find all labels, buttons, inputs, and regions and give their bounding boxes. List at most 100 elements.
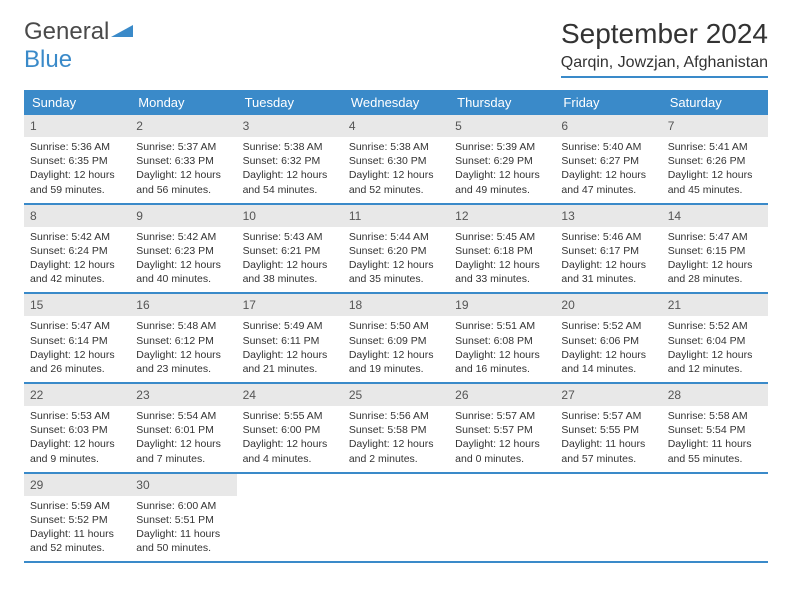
sunset-line: Sunset: 6:14 PM [30, 334, 124, 348]
day-body: Sunrise: 5:39 AMSunset: 6:29 PMDaylight:… [455, 140, 549, 197]
daylight-line: Daylight: 12 hours and 56 minutes. [136, 168, 230, 196]
day-number-bar: 24 [237, 384, 343, 406]
sunrise-line: Sunrise: 5:46 AM [561, 230, 655, 244]
daylight-line: Daylight: 12 hours and 2 minutes. [349, 437, 443, 465]
calendar-day: 2Sunrise: 5:37 AMSunset: 6:33 PMDaylight… [130, 115, 236, 203]
calendar-day: 1 Sunrise: 5:36 AMSunset: 6:35 PMDaylight… [24, 115, 130, 203]
day-number-bar: 25 [343, 384, 449, 406]
sunset-line: Sunset: 6:06 PM [561, 334, 655, 348]
day-number-bar: 1 [24, 115, 130, 137]
calendar-day: 23Sunrise: 5:54 AMSunset: 6:01 PMDayligh… [130, 384, 236, 472]
sunrise-line: Sunrise: 5:52 AM [561, 319, 655, 333]
sunset-line: Sunset: 6:20 PM [349, 244, 443, 258]
day-number-bar: 11 [343, 205, 449, 227]
day-body: Sunrise: 5:49 AMSunset: 6:11 PMDaylight:… [243, 319, 337, 376]
daylight-line: Daylight: 12 hours and 47 minutes. [561, 168, 655, 196]
day-number: 4 [349, 119, 356, 133]
daylight-line: Daylight: 12 hours and 16 minutes. [455, 348, 549, 376]
sunrise-line: Sunrise: 5:57 AM [455, 409, 549, 423]
day-number: 8 [30, 209, 37, 223]
day-number-bar: 18 [343, 294, 449, 316]
day-number: 15 [30, 298, 43, 312]
day-body: Sunrise: 5:42 AMSunset: 6:24 PMDaylight:… [30, 230, 124, 287]
calendar-day: 4Sunrise: 5:38 AMSunset: 6:30 PMDaylight… [343, 115, 449, 203]
calendar-day: 15 Sunrise: 5:47 AMSunset: 6:14 PMDayligh… [24, 294, 130, 382]
sunrise-line: Sunrise: 5:39 AM [455, 140, 549, 154]
day-number-bar: 29 [24, 474, 130, 496]
day-body: Sunrise: 5:48 AMSunset: 6:12 PMDaylight:… [136, 319, 230, 376]
day-number: 21 [668, 298, 681, 312]
daylight-line: Daylight: 12 hours and 45 minutes. [668, 168, 762, 196]
sunrise-line: Sunrise: 5:41 AM [668, 140, 762, 154]
sunset-line: Sunset: 6:32 PM [243, 154, 337, 168]
day-number: 24 [243, 388, 256, 402]
calendar-empty [555, 474, 661, 562]
day-number: 12 [455, 209, 468, 223]
day-body: Sunrise: 5:46 AMSunset: 6:17 PMDaylight:… [561, 230, 655, 287]
calendar-day: 30 Sunrise: 6:00 AMSunset: 5:51 PMDayligh… [130, 474, 236, 562]
brand-logo: General Blue [24, 18, 133, 74]
dow-friday: Friday [555, 90, 661, 115]
daylight-line: Daylight: 11 hours and 52 minutes. [30, 527, 124, 555]
day-number-bar: 30 [130, 474, 236, 496]
daylight-line: Daylight: 12 hours and 40 minutes. [136, 258, 230, 286]
calendar-day: 8 Sunrise: 5:42 AMSunset: 6:24 PMDaylight… [24, 205, 130, 293]
brand-word-2: Blue [24, 46, 72, 73]
dow-tuesday: Tuesday [237, 90, 343, 115]
day-body: Sunrise: 5:47 AMSunset: 6:15 PMDaylight:… [668, 230, 762, 287]
calendar-day: 10 Sunrise: 5:43 AMSunset: 6:21 PMDayligh… [237, 205, 343, 293]
day-body: Sunrise: 5:47 AMSunset: 6:14 PMDaylight:… [30, 319, 124, 376]
dow-header-row: Sunday Monday Tuesday Wednesday Thursday… [24, 90, 768, 115]
sunset-line: Sunset: 6:01 PM [136, 423, 230, 437]
sunset-line: Sunset: 5:51 PM [136, 513, 230, 527]
day-number-bar: 4 [343, 115, 449, 137]
day-number: 1 [30, 119, 37, 133]
sunset-line: Sunset: 6:24 PM [30, 244, 124, 258]
day-number: 9 [136, 209, 143, 223]
daylight-line: Daylight: 12 hours and 31 minutes. [561, 258, 655, 286]
calendar-day: 12Sunrise: 5:45 AMSunset: 6:18 PMDayligh… [449, 205, 555, 293]
day-number: 10 [243, 209, 256, 223]
sunrise-line: Sunrise: 6:00 AM [136, 499, 230, 513]
day-number-bar: 22 [24, 384, 130, 406]
title-block: September 2024 Qarqin, Jowzjan, Afghanis… [561, 18, 768, 78]
sunset-line: Sunset: 6:26 PM [668, 154, 762, 168]
day-number-bar: 27 [555, 384, 661, 406]
day-body: Sunrise: 5:36 AMSunset: 6:35 PMDaylight:… [30, 140, 124, 197]
calendar-day: 24Sunrise: 5:55 AMSunset: 6:00 PMDayligh… [237, 384, 343, 472]
daylight-line: Daylight: 12 hours and 0 minutes. [455, 437, 549, 465]
sunset-line: Sunset: 6:00 PM [243, 423, 337, 437]
sunset-line: Sunset: 6:27 PM [561, 154, 655, 168]
day-body: Sunrise: 5:58 AMSunset: 5:54 PMDaylight:… [668, 409, 762, 466]
daylight-line: Daylight: 12 hours and 26 minutes. [30, 348, 124, 376]
day-number-bar: 5 [449, 115, 555, 137]
day-body: Sunrise: 6:00 AMSunset: 5:51 PMDaylight:… [136, 499, 230, 556]
daylight-line: Daylight: 12 hours and 33 minutes. [455, 258, 549, 286]
day-body: Sunrise: 5:44 AMSunset: 6:20 PMDaylight:… [349, 230, 443, 287]
brand-text: General Blue [24, 18, 133, 74]
day-body: Sunrise: 5:43 AMSunset: 6:21 PMDaylight:… [243, 230, 337, 287]
day-number: 18 [349, 298, 362, 312]
sunset-line: Sunset: 5:52 PM [30, 513, 124, 527]
calendar-day: 19Sunrise: 5:51 AMSunset: 6:08 PMDayligh… [449, 294, 555, 382]
day-number: 29 [30, 478, 43, 492]
sunrise-line: Sunrise: 5:44 AM [349, 230, 443, 244]
calendar-day: 29Sunrise: 5:59 AMSunset: 5:52 PMDayligh… [24, 474, 130, 562]
calendar-day: 25Sunrise: 5:56 AMSunset: 5:58 PMDayligh… [343, 384, 449, 472]
sunrise-line: Sunrise: 5:42 AM [30, 230, 124, 244]
sunrise-line: Sunrise: 5:53 AM [30, 409, 124, 423]
calendar-week: 22Sunrise: 5:53 AMSunset: 6:03 PMDayligh… [24, 384, 768, 474]
page-title: September 2024 [561, 18, 768, 50]
day-body: Sunrise: 5:50 AMSunset: 6:09 PMDaylight:… [349, 319, 443, 376]
daylight-line: Daylight: 12 hours and 14 minutes. [561, 348, 655, 376]
daylight-line: Daylight: 12 hours and 52 minutes. [349, 168, 443, 196]
calendar-day: 7Sunrise: 5:41 AMSunset: 6:26 PMDaylight… [662, 115, 768, 203]
day-number-bar: 3 [237, 115, 343, 137]
daylight-line: Daylight: 12 hours and 21 minutes. [243, 348, 337, 376]
daylight-line: Daylight: 12 hours and 42 minutes. [30, 258, 124, 286]
day-body: Sunrise: 5:57 AMSunset: 5:55 PMDaylight:… [561, 409, 655, 466]
calendar-day: 11 Sunrise: 5:44 AMSunset: 6:20 PMDayligh… [343, 205, 449, 293]
calendar-day: 17Sunrise: 5:49 AMSunset: 6:11 PMDayligh… [237, 294, 343, 382]
calendar-day: 27 Sunrise: 5:57 AMSunset: 5:55 PMDayligh… [555, 384, 661, 472]
location-text: Qarqin, Jowzjan, Afghanistan [561, 54, 768, 78]
